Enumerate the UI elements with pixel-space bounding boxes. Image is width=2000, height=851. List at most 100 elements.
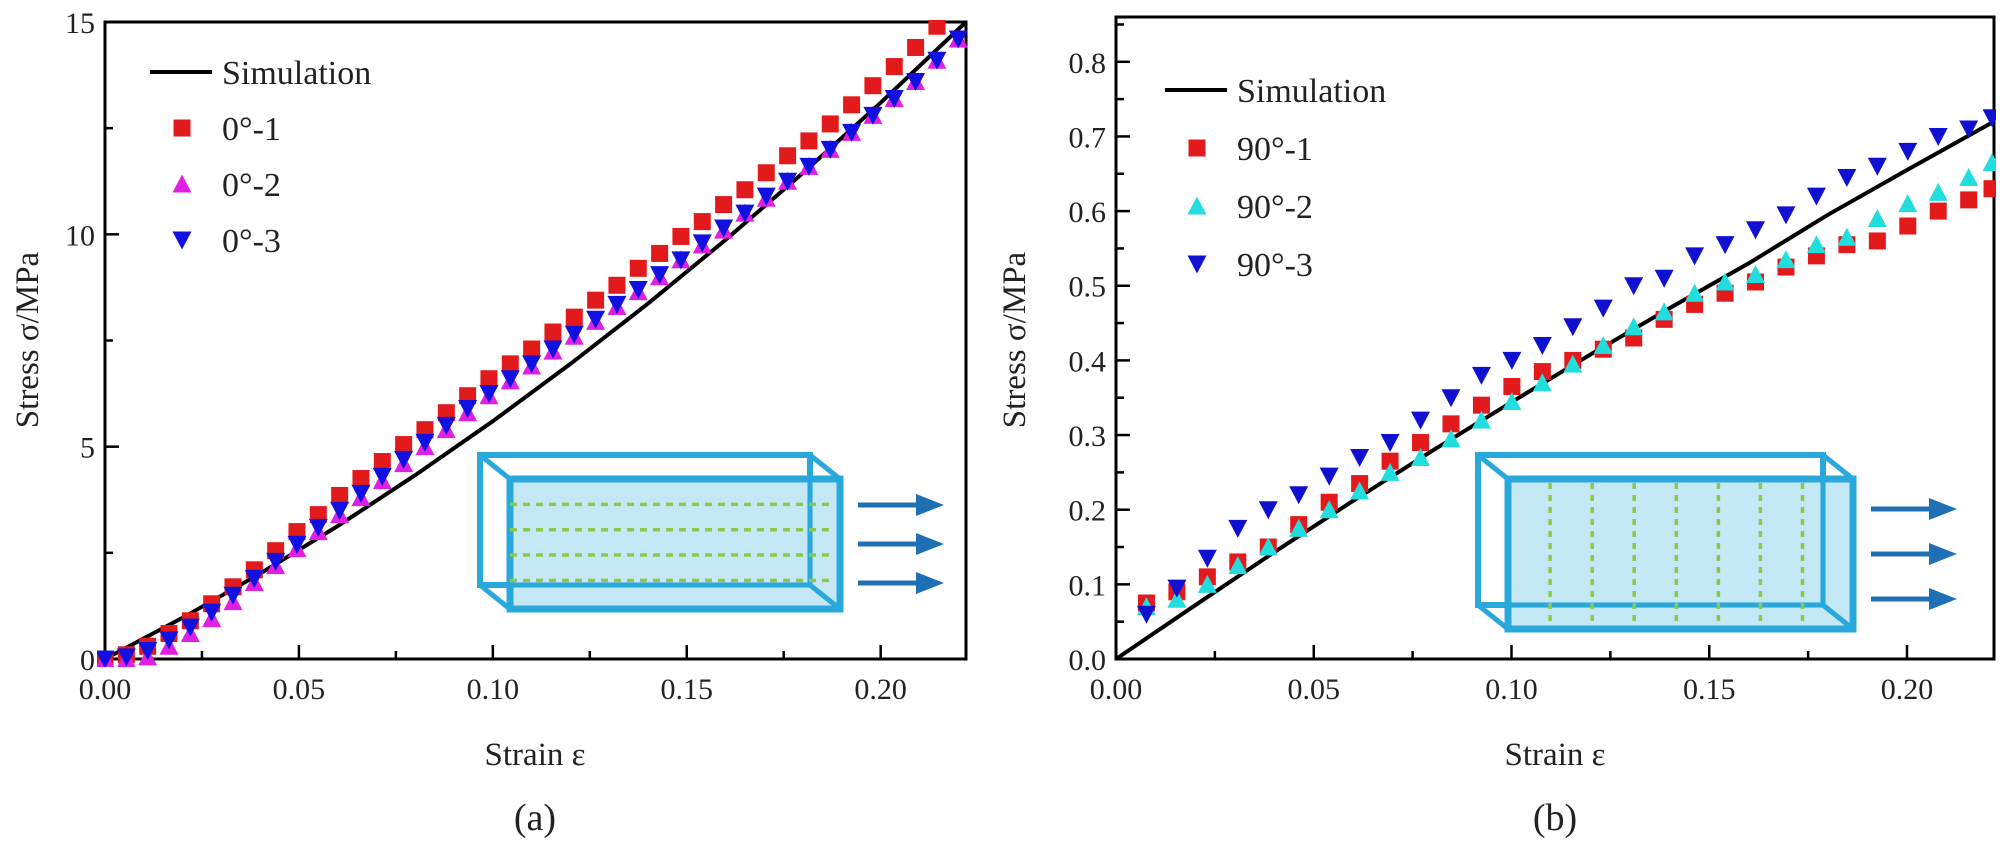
panel-a-point-0-3 [97, 650, 115, 667]
panel-b-point-90-2 [1532, 373, 1552, 392]
panel-a-point-0-1 [629, 259, 647, 277]
arrow-head-icon [916, 572, 944, 594]
panel-b-point-90-2 [1502, 391, 1522, 410]
panel-b-ytick-label: 0.0 [1069, 644, 1107, 677]
panel-a-series-0-3 [97, 30, 968, 667]
panel-b-ytick-label: 0.2 [1069, 495, 1107, 528]
panel-a-point-0-1 [693, 213, 711, 231]
panel-a-point-0-3 [116, 648, 136, 667]
panel-a-point-0-1 [736, 181, 754, 199]
panel-b-point-90-3 [1319, 467, 1339, 486]
panel-b-point-90-3 [1380, 434, 1400, 453]
panel-a-point-0-1 [715, 196, 733, 214]
panel-b-point-90-1 [1983, 180, 1996, 198]
panel-a-point-0-3 [692, 234, 712, 253]
panel-b-point-90-2 [1837, 227, 1857, 246]
panel-a-xlabel: Strain ε [485, 737, 586, 773]
panel-a-point-0-3 [202, 603, 222, 622]
panel-b-plot-area: 0.00 0.05 0.10 0.15 0.20 0.0 0.1 0.2 0.3 0.4 0.5 0.… [1069, 15, 1996, 706]
panel-a-point-0-3 [564, 325, 584, 344]
panel-a-point-0-3 [479, 385, 499, 404]
panel-a-inset-front-face [506, 475, 844, 613]
panel-a-point-0-3 [906, 72, 926, 91]
panel-b-inset-transverse-fibers [1475, 452, 1957, 633]
panel-a-point-0-1 [395, 436, 413, 454]
panel-a-point-0-1 [373, 453, 391, 471]
panel-a-inset-edge [478, 453, 512, 481]
panel-a-legend-marker [173, 119, 191, 137]
panel-a-legend-marker [172, 231, 192, 250]
panel-b-ytick-label: 0.4 [1069, 345, 1107, 378]
panel-b-point-90-2 [1350, 481, 1370, 500]
panel-b-point-90-3 [1624, 277, 1644, 296]
panel-b-point-90-3 [1776, 206, 1796, 225]
panel-b-legend-marker [1187, 196, 1207, 215]
panel-a-point-0-3 [138, 642, 158, 661]
panel-a-ytick-label: 0 [80, 644, 95, 677]
panel-a-point-0-3 [714, 219, 734, 238]
panel-b-legend-marker [1187, 255, 1207, 274]
panel-b-point-90-2 [1715, 272, 1735, 291]
panel-a-point-0-1 [480, 370, 498, 388]
panel-b-point-90-2 [1228, 556, 1248, 575]
panel-b-point-90-2 [1319, 500, 1339, 519]
arrow-head-icon [916, 533, 944, 555]
panel-b-point-90-2 [1563, 354, 1583, 373]
panel-a-point-0-1 [523, 340, 541, 358]
panel-b-point-90-2 [1289, 518, 1309, 537]
panel-b-point-90-2 [1776, 250, 1796, 269]
panel-a-point-0-1 [651, 244, 669, 262]
panel-b-axes-frame [1114, 15, 1996, 661]
panel-b-point-90-3 [1289, 486, 1309, 505]
panel-b-inset-edge [1821, 453, 1855, 481]
panel-a-point-0-3 [415, 433, 435, 452]
panel-b-point-90-3 [1471, 366, 1491, 385]
panel-b-ytick-label: 0.7 [1069, 121, 1107, 154]
panel-b-ytick-label: 0.5 [1069, 271, 1107, 304]
panel-a-point-0-1 [672, 227, 690, 245]
panel-b-point-90-3 [1898, 142, 1918, 161]
panel-a-legend-label: 0°-2 [222, 167, 281, 204]
panel-a-point-0-3 [820, 140, 840, 159]
panel-a-point-0-3 [287, 535, 307, 554]
panel-b-point-90-1 [1442, 415, 1460, 433]
panel-a-legend: Simulation 0°-1 0°-2 0°-3 [150, 55, 371, 260]
panel-b-point-90-2 [1380, 462, 1400, 481]
panel-b-point-90-3 [1532, 336, 1552, 355]
panel-b-xtick-label: 0.20 [1881, 673, 1934, 706]
panel-a-data [97, 20, 968, 667]
panel-a-point-0-1 [821, 115, 839, 133]
panel-a-point-0-1 [928, 20, 946, 35]
panel-b-legend-label: 90°-2 [1237, 189, 1313, 226]
panel-a-point-0-1 [885, 58, 903, 76]
panel-a-ytick-label: 5 [80, 432, 95, 465]
panel-a-xtick-label: 0.10 [467, 673, 520, 706]
panel-b-point-90-3 [1228, 519, 1248, 538]
panel-b-point-90-2 [1258, 537, 1278, 556]
panel-b-data [1114, 109, 1996, 661]
panel-b-series-90-3 [1136, 109, 1996, 624]
panel-a-point-0-3 [351, 484, 371, 503]
panel-a-point-0-1 [907, 38, 925, 56]
panel-b-point-90-2 [1654, 302, 1674, 321]
panel-b-point-90-1 [1960, 191, 1978, 209]
panel-b-point-90-3 [1411, 411, 1431, 430]
panel-a-legend-label: 0°-1 [222, 111, 281, 148]
panel-a-point-0-1 [544, 323, 562, 341]
panel-b-legend-label: 90°-1 [1237, 131, 1313, 168]
panel-a-point-0-1 [587, 291, 605, 309]
panel-a-point-0-3 [607, 295, 627, 314]
panel-a-point-0-3 [436, 416, 456, 435]
panel-b-point-90-3 [1350, 448, 1370, 467]
panel-b-point-90-2 [1411, 447, 1431, 466]
panel-a-legend-label: Simulation [222, 55, 371, 92]
panel-b-point-90-1 [1381, 452, 1399, 470]
panel-b-point-90-3 [1837, 169, 1857, 187]
panel-a-legend-label: 0°-3 [222, 223, 281, 260]
panel-a-xtick-label: 0.05 [273, 673, 326, 706]
panel-b-point-90-3 [1136, 605, 1156, 624]
panel-b-point-90-3 [1715, 236, 1735, 255]
panel-a-point-0-1 [843, 96, 861, 114]
panel-a-point-0-3 [266, 552, 286, 571]
